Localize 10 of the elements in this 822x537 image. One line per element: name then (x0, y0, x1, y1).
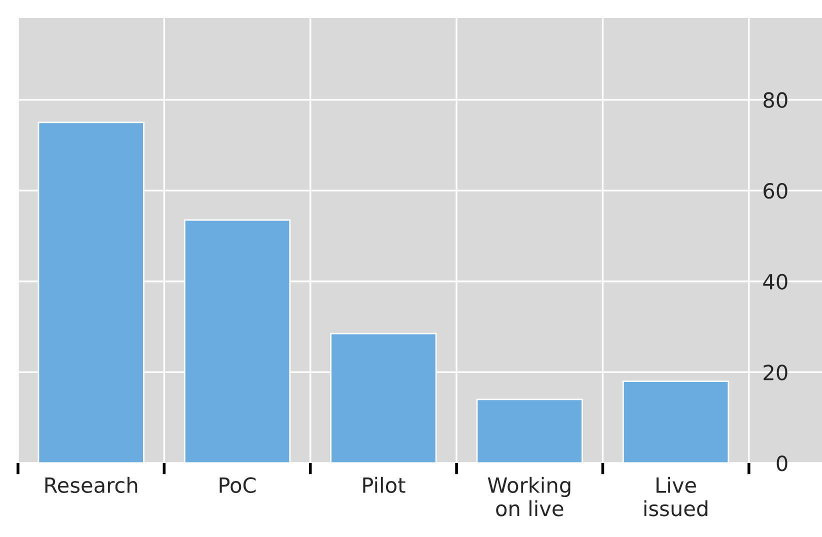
y-tick-label: 60 (764, 183, 788, 199)
y-tick-label: 0 (776, 455, 788, 472)
x-tick-label: Pilot (363, 476, 406, 494)
y-tick-label: 20 (764, 364, 788, 380)
x-tick-label: Live issued (644, 476, 708, 516)
x-tick-label: Working on live (488, 476, 570, 516)
x-tick-label: Research (45, 476, 138, 494)
y-tick-label: 40 (763, 274, 788, 290)
y-tick-label: 80 (764, 92, 788, 108)
x-tick-label: PoC (220, 477, 256, 494)
